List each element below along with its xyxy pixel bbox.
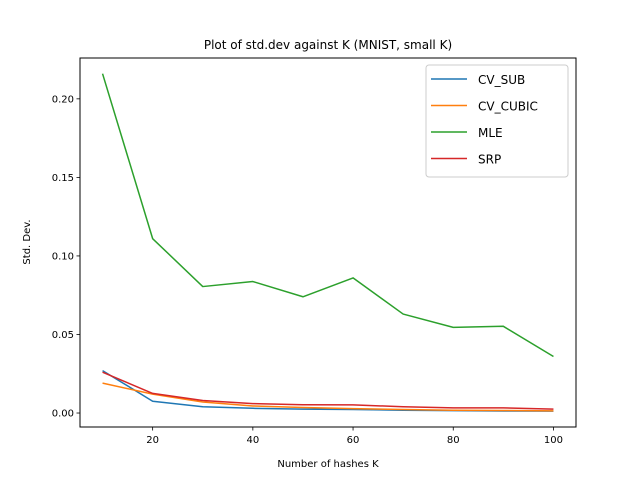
y-tick-label: 0.15 [52,173,74,184]
y-tick-label: 0.05 [52,330,74,341]
series-line-cv-cubic [102,382,554,412]
y-tick-label: 0.20 [52,94,74,105]
chart-title: Plot of std.dev against K (MNIST, small … [204,38,452,52]
legend-label-srp: SRP [478,153,501,167]
y-axis: 0.00 0.05 0.10 0.15 0.20 [52,94,80,420]
legend-label-cv-cubic: CV_CUBIC [478,100,538,114]
legend: CV_SUB CV_CUBIC MLE SRP [425,64,569,178]
x-tick-label: 40 [246,435,259,446]
legend-box [425,64,569,178]
y-tick-label: 0.10 [52,251,74,262]
series-line-srp [102,371,554,410]
x-tick-label: 100 [544,435,563,446]
y-axis-title: Std. Dev. [22,219,33,264]
x-axis-title: Number of hashes K [277,459,379,470]
x-axis: 20 40 60 80 100 [146,427,563,446]
x-tick-label: 80 [447,435,460,446]
series-line-mle [101,73,554,358]
x-tick-label: 60 [347,435,360,446]
y-tick-label: 0.00 [52,409,74,420]
legend-label-mle: MLE [478,126,503,140]
x-tick-label: 20 [146,435,159,446]
plot-frame [79,57,577,428]
series-layer [101,73,554,412]
legend-label-cv-sub: CV_SUB [478,73,525,87]
